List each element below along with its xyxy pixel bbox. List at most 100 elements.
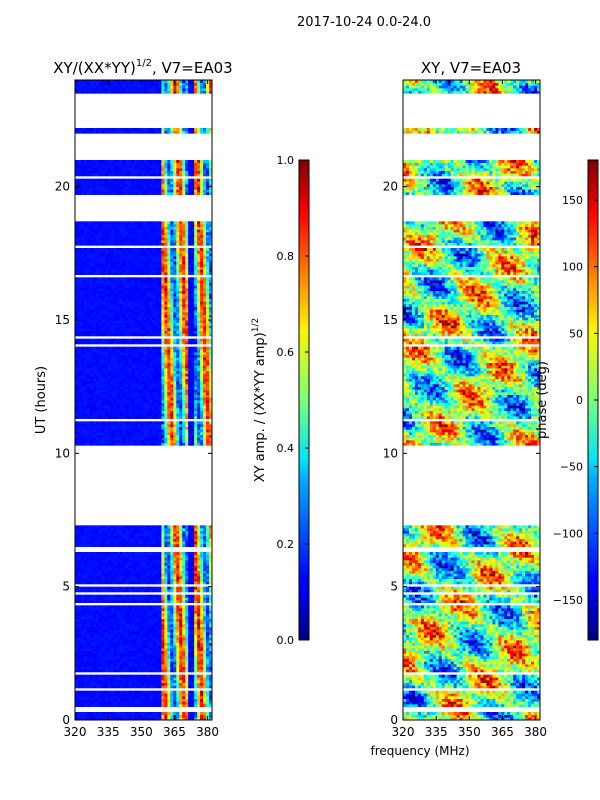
heatmap-cell <box>200 554 204 558</box>
heatmap-cell <box>83 400 88 403</box>
heatmap-cell <box>161 610 165 614</box>
heatmap-cell <box>137 712 141 715</box>
heatmap-cell <box>89 650 94 654</box>
heatmap-cell <box>110 605 115 609</box>
heatmap-cell <box>119 530 124 534</box>
heatmap-cell <box>95 330 100 334</box>
heatmap-cell <box>110 328 115 331</box>
heatmap-cell <box>83 576 88 579</box>
heatmap-cell <box>140 562 144 566</box>
heatmap-cell <box>140 338 144 342</box>
heatmap-cell <box>116 698 121 702</box>
heatmap-cell <box>191 432 195 435</box>
heatmap-cell <box>104 664 109 667</box>
heatmap-cell <box>182 674 186 678</box>
heatmap-cell <box>131 685 135 689</box>
heatmap-cell <box>182 437 186 441</box>
heatmap-cell <box>119 320 124 323</box>
heatmap-cell <box>131 360 135 363</box>
heatmap-cell <box>179 565 183 569</box>
heatmap-cell <box>200 346 204 350</box>
heatmap-cell <box>155 389 159 393</box>
heatmap-cell <box>95 616 100 619</box>
heatmap-cell <box>113 389 118 393</box>
heatmap-cell <box>80 586 85 590</box>
heatmap-cell <box>116 544 121 547</box>
heatmap-cell <box>101 317 106 321</box>
heatmap-cell <box>164 349 168 353</box>
heatmap-cell <box>83 685 88 689</box>
heatmap-cell <box>188 562 192 566</box>
heatmap-cell <box>77 405 82 409</box>
heatmap-cell <box>116 541 121 545</box>
heatmap-cell <box>155 680 159 683</box>
heatmap-cell <box>158 360 162 363</box>
heatmap-cell <box>200 613 204 617</box>
heatmap-cell <box>95 360 100 363</box>
heatmap-cell <box>152 586 156 590</box>
heatmap-cell <box>113 560 118 563</box>
heatmap-cell <box>131 341 135 345</box>
heatmap-cell <box>119 664 124 667</box>
heatmap-cell <box>75 536 79 539</box>
heatmap-cell <box>89 402 94 406</box>
heatmap-cell <box>89 320 94 323</box>
heatmap-cell <box>155 328 159 331</box>
heatmap-cell <box>158 384 162 387</box>
heatmap-cell <box>170 632 174 635</box>
heatmap-cell <box>155 416 159 419</box>
heatmap-cell <box>209 322 212 326</box>
heatmap-cell <box>101 341 106 345</box>
heatmap-cell <box>77 677 82 681</box>
heatmap-cell <box>182 669 186 673</box>
heatmap-cell <box>200 384 204 387</box>
heatmap-cell <box>116 370 121 374</box>
heatmap-cell <box>167 392 171 395</box>
heatmap-cell <box>185 328 189 331</box>
heatmap-cell <box>149 581 153 585</box>
heatmap-cell <box>101 389 106 393</box>
heatmap-cell <box>155 402 159 406</box>
heatmap-cell <box>122 565 127 569</box>
heatmap-cell <box>167 605 171 609</box>
heatmap-cell <box>125 440 130 443</box>
heatmap-cell <box>203 712 207 715</box>
heatmap-cell <box>155 533 159 537</box>
heatmap-cell <box>113 434 118 438</box>
heatmap-cell <box>158 608 162 611</box>
heatmap-cell <box>173 437 177 441</box>
heatmap-cell <box>131 536 135 539</box>
heatmap-cell <box>194 714 198 718</box>
heatmap-cell <box>188 712 192 715</box>
heatmap-cell <box>194 360 198 363</box>
heatmap-cell <box>206 648 210 651</box>
heatmap-cell <box>77 586 82 590</box>
heatmap-cell <box>83 653 88 657</box>
heatmap-cell <box>110 568 115 571</box>
heatmap-cell <box>191 392 195 395</box>
heatmap-cell <box>122 576 127 579</box>
heatmap-cell <box>203 328 207 331</box>
heatmap-cell <box>119 594 124 598</box>
heatmap-cell <box>206 538 210 542</box>
heatmap-cell <box>110 346 115 350</box>
heatmap-cell <box>77 613 82 617</box>
heatmap-cell <box>194 320 198 323</box>
heatmap-cell <box>95 632 100 635</box>
heatmap-cell <box>164 650 168 654</box>
heatmap-cell <box>203 690 207 694</box>
heatmap-cell <box>200 557 204 561</box>
heatmap-cell <box>122 677 127 681</box>
heatmap-cell <box>206 362 210 366</box>
heatmap-cell <box>164 597 168 601</box>
heatmap-cell <box>110 608 115 611</box>
heatmap-cell <box>194 405 198 409</box>
heatmap-cell <box>95 434 100 438</box>
heatmap-cell <box>137 365 141 369</box>
heatmap-cell <box>119 568 124 571</box>
heatmap-cell <box>92 528 97 531</box>
heatmap-cell <box>75 621 79 625</box>
heatmap-cell <box>188 536 192 539</box>
heatmap-cell <box>101 328 106 331</box>
heatmap-cell <box>188 621 192 625</box>
